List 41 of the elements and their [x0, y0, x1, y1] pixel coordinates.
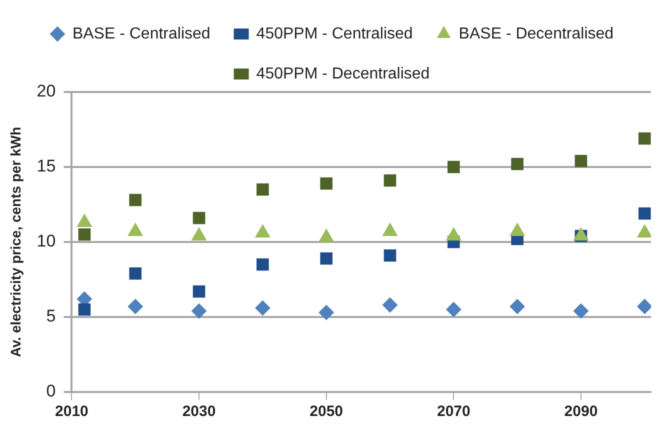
legend-label: 450PPM - Centralised [256, 25, 413, 42]
point [448, 160, 460, 174]
point [129, 194, 142, 206]
y-tick-label: 15 [36, 156, 56, 176]
point [574, 154, 588, 168]
point [129, 267, 142, 280]
x-tick-label: 2050 [310, 403, 344, 420]
point [128, 299, 143, 314]
point [382, 298, 398, 312]
point [510, 299, 525, 314]
y-tick-label: 20 [36, 82, 56, 101]
point [511, 158, 524, 170]
point [446, 302, 462, 317]
x-tick-label: 2090 [564, 403, 598, 420]
point [384, 174, 396, 187]
point [384, 249, 396, 262]
legend-label: BASE - Decentralised [458, 25, 614, 42]
y-axis-title: Av. electricity price, cents per kWh [7, 126, 24, 358]
legend-label: BASE - Centralised [72, 25, 210, 42]
x-tick-label: 2010 [55, 403, 88, 420]
point [192, 212, 206, 224]
x-tick-label: 2070 [436, 403, 470, 420]
point [256, 258, 269, 271]
point [573, 304, 588, 318]
point [255, 300, 270, 316]
point [318, 305, 334, 320]
point [638, 132, 651, 145]
point [78, 303, 91, 316]
point [320, 177, 332, 190]
point [256, 183, 269, 196]
y-tick-label: 0 [46, 382, 56, 401]
legend-label: 450PPM - Decentralised [256, 65, 430, 82]
point [78, 228, 91, 241]
y-tick-label: 10 [36, 232, 56, 251]
point [638, 207, 651, 220]
y-tick-label: 5 [46, 306, 56, 326]
point [637, 299, 651, 314]
point [192, 285, 206, 298]
x-tick-label: 2030 [182, 403, 216, 420]
point [192, 304, 207, 318]
point [320, 252, 332, 265]
